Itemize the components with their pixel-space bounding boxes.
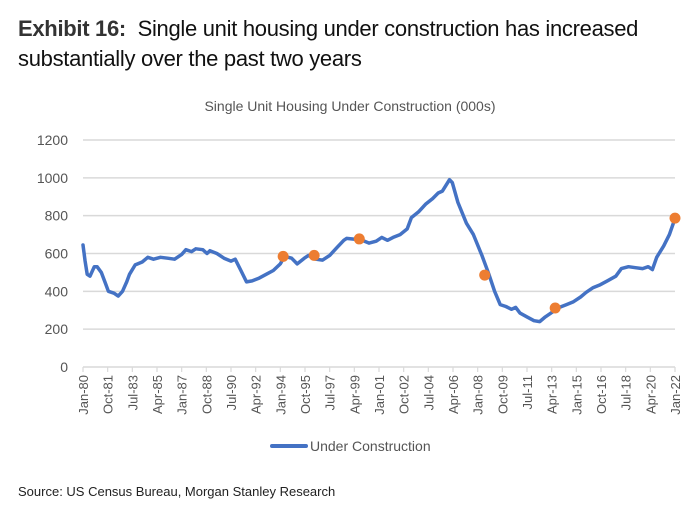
highlight-marker — [308, 249, 320, 261]
highlight-marker — [277, 250, 289, 262]
x-tick-label: Apr-13 — [545, 375, 560, 414]
x-tick-label: Apr-99 — [347, 375, 362, 414]
x-tick-label: Jan-01 — [372, 375, 387, 415]
x-tick-label: Jan-22 — [668, 375, 683, 415]
x-tick-label: Jul-90 — [224, 375, 239, 410]
x-axis: Jan-80 Oct-81 Jul-83 Apr-85 Jan-87 Oct-88 Jul-… — [76, 367, 683, 415]
exhibit-label: Exhibit 16: — [18, 16, 126, 41]
x-tick-label: Jan-15 — [569, 375, 584, 415]
highlight-marker — [549, 302, 561, 314]
highlight-marker — [353, 233, 365, 245]
y-tick-label: 600 — [45, 246, 69, 262]
x-tick-label: Apr-20 — [643, 375, 658, 414]
x-tick-label: Jul-11 — [520, 375, 535, 409]
x-tick-label: Oct-88 — [199, 375, 214, 414]
y-tick-label: 1200 — [37, 132, 68, 148]
x-tick-label: Apr-85 — [150, 375, 165, 414]
exhibit-title: Exhibit 16: Single unit housing under co… — [18, 14, 688, 74]
highlight-marker — [669, 212, 681, 224]
y-tick-label: 200 — [45, 321, 69, 337]
legend-line-swatch — [270, 444, 308, 448]
series-line-under-construction — [81, 177, 677, 324]
legend-label: Under Construction — [310, 438, 431, 454]
gridlines — [83, 139, 675, 368]
y-tick-label: 800 — [45, 208, 69, 224]
y-tick-label: 0 — [60, 359, 68, 375]
chart-title: Single Unit Housing Under Construction (… — [204, 98, 496, 114]
x-tick-label: Jul-18 — [619, 375, 634, 410]
series-layer — [81, 177, 677, 324]
exhibit-headline: Single unit housing under construction h… — [18, 16, 639, 71]
x-tick-label: Jan-87 — [175, 375, 190, 415]
x-tick-label: Apr-06 — [446, 375, 461, 414]
y-tick-label: 400 — [45, 283, 69, 299]
x-tick-label: Jan-80 — [76, 375, 91, 415]
x-tick-label: Jan-94 — [273, 375, 288, 415]
y-tick-label: 1000 — [37, 170, 68, 186]
x-tick-label: Jul-83 — [125, 375, 140, 410]
x-tick-label: Oct-16 — [594, 375, 609, 414]
x-tick-label: Oct-09 — [495, 375, 510, 414]
y-axis-ticks: 0 200 400 600 800 1000 1200 — [37, 132, 68, 375]
x-tick-label: Oct-95 — [298, 375, 313, 414]
legend: Under Construction — [270, 438, 431, 454]
x-tick-label: Oct-81 — [101, 375, 116, 414]
x-tick-label: Apr-92 — [249, 375, 264, 414]
x-tick-label: Jul-04 — [421, 375, 436, 410]
highlight-marker — [479, 269, 491, 281]
x-tick-label: Jan-08 — [471, 375, 486, 415]
marker-layer — [277, 212, 681, 314]
x-tick-label: Jul-97 — [323, 375, 338, 410]
source-note: Source: US Census Bureau, Morgan Stanley… — [18, 484, 336, 499]
x-tick-label: Oct-02 — [397, 375, 412, 414]
